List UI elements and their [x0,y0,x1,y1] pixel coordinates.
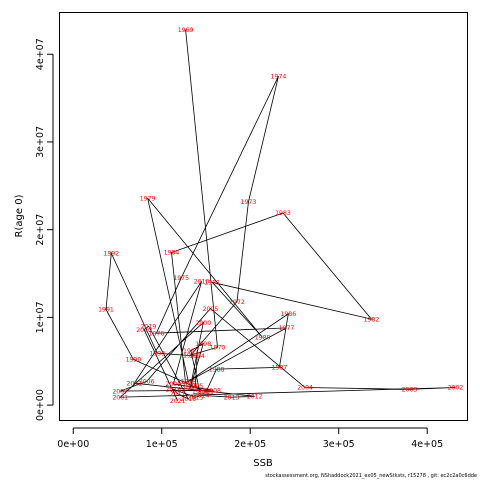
year-label-1974: 1974 [271,73,287,80]
year-label-1980: 1980 [255,335,271,342]
y-axis: 0e+00 1e+07 2e+07 3e+07 4e+07 [35,38,54,421]
trajectory-lines [105,29,456,401]
year-label-2005: 2005 [203,306,219,313]
year-label-2010: 2010 [194,279,210,286]
x-tick-label: 2e+05 [234,439,266,450]
year-label-1987: 1987 [272,365,288,372]
year-labels: 1969 1970 1971 1972 1973 1974 1975 1976 1977 1978… [98,27,463,405]
y-axis-title: R(age 0) [14,194,25,237]
x-tick-label: 3e+05 [323,439,355,450]
year-label-1985: 1985 [178,380,194,387]
year-label-2006: 2006 [139,379,155,386]
year-label-1970: 1970 [210,344,226,351]
year-label-2003: 2003 [402,387,418,394]
year-label-2004: 2004 [297,385,313,392]
year-label-2013: 2013 [224,394,240,401]
year-label-1990: 1990 [126,357,142,364]
year-label-2012: 2012 [247,394,263,401]
year-label-2018: 2018 [180,396,196,403]
trajectory-path [105,29,456,401]
year-label-1999: 1999 [182,386,198,393]
y-tick-label: 3e+07 [35,126,46,158]
year-label-1969: 1969 [178,27,194,34]
year-label-1997: 1997 [183,348,199,355]
y-tick-label: 2e+07 [35,214,46,246]
year-label-1975: 1975 [173,275,189,282]
y-tick-label: 4e+07 [35,38,46,70]
year-label-1989: 1989 [198,389,214,396]
year-label-1971: 1971 [183,352,199,359]
x-axis-title: SSB [253,458,273,469]
year-label-1995: 1995 [188,383,204,390]
year-label-2021: 2021 [170,398,186,405]
year-label-1984: 1984 [164,250,180,257]
y-tick-label: 0e+00 [35,389,46,421]
year-label-1994: 1994 [189,353,205,360]
year-label-1986: 1986 [280,311,296,318]
year-label-1979: 1979 [140,195,156,202]
year-label-2015: 2015 [188,394,204,401]
plot-frame [59,12,468,421]
year-label-1983: 1983 [275,210,291,217]
x-axis: 0e+00 1e+05 2e+05 3e+05 4e+05 [57,427,443,450]
footnote: stockassessment.org, NShaddock2021_ex05_… [265,473,477,479]
year-label-1978: 1978 [180,379,196,386]
year-label-1982: 1982 [364,316,380,323]
year-label-2011: 2011 [126,380,142,387]
year-label-1998: 1998 [195,341,211,348]
year-label-1981: 1981 [204,280,220,287]
year-label-2009: 2009 [165,381,181,388]
year-label-2000: 2000 [195,320,211,327]
year-label-2014: 2014 [194,393,210,400]
y-tick-label: 1e+07 [35,301,46,333]
year-label-2016: 2016 [165,387,181,394]
year-label-2020: 2020 [136,327,152,334]
x-tick-label: 1e+05 [146,439,178,450]
year-label-1992: 1992 [103,251,119,258]
x-tick-label: 0e+00 [57,439,89,450]
year-label-1993: 1993 [149,351,165,358]
year-label-1973: 1973 [241,199,257,206]
year-label-1991: 1991 [98,307,114,314]
year-label-2008: 2008 [205,387,221,394]
year-label-2001: 2001 [112,394,128,401]
year-label-2017: 2017 [170,391,186,398]
year-label-2019: 2019 [141,323,157,330]
year-label-2002: 2002 [448,385,464,392]
x-tick-label: 4e+05 [411,439,443,450]
year-label-2007: 2007 [112,388,128,395]
year-label-1996: 1996 [192,389,208,396]
year-label-1976: 1976 [149,330,165,337]
year-label-1977: 1977 [279,325,295,332]
year-label-1972: 1972 [229,299,245,306]
year-label-1988: 1988 [209,366,225,373]
